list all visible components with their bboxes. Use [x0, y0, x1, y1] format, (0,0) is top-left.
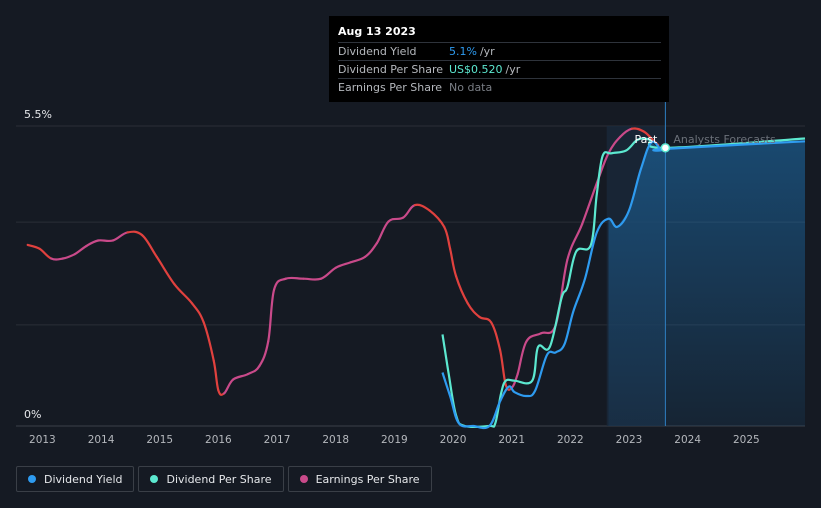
x-tick-label: 2014 — [88, 434, 115, 446]
tooltip-date: Aug 13 2023 — [338, 25, 416, 38]
legend-dot-icon — [150, 475, 159, 483]
earnings-line-segment — [319, 266, 337, 280]
tooltip-label: Dividend Per Share — [338, 63, 444, 76]
past-label: Past — [634, 133, 658, 146]
legend: Dividend Yield Dividend Per Share Earnin… — [16, 466, 432, 492]
tooltip-row-earnings-per-share: Earnings Per Share No data — [338, 78, 661, 96]
earnings-line-segment — [525, 332, 543, 343]
earnings-line-segment — [212, 359, 220, 392]
y-label-top: 5.5% — [24, 108, 52, 121]
earnings-line-segment — [302, 277, 323, 281]
earnings-line-segment — [273, 277, 287, 291]
x-tick-label: 2016 — [205, 434, 232, 446]
earnings-line-segment — [155, 255, 176, 286]
tooltip-value: US$0.520 — [449, 63, 503, 76]
tooltip-value: No data — [449, 81, 493, 94]
chart-labels: 5.5% 0% 2013 2014 2015 2016 2017 2018 2019 2020 20… — [24, 108, 776, 446]
forecast-label: Analysts Forecasts — [673, 133, 776, 146]
dividend-yield-line — [441, 140, 806, 430]
x-tick-label: 2013 — [29, 434, 56, 446]
x-tick-label: 2017 — [264, 434, 291, 446]
earnings-line-segment — [428, 209, 446, 228]
x-tick-label: 2024 — [674, 434, 701, 446]
tooltip-value: 5.1% — [449, 45, 477, 58]
earnings-line-segment — [466, 302, 481, 318]
earnings-line-segment — [111, 231, 129, 242]
earnings-line-segment — [231, 373, 249, 381]
tooltip-row-dividend-yield: Dividend Yield 5.1%/yr — [338, 42, 661, 60]
yield-area — [608, 141, 805, 427]
earnings-line-segment — [267, 288, 276, 343]
earnings-line-segment — [498, 348, 507, 387]
series-lines — [26, 127, 806, 430]
legend-label: Dividend Per Share — [166, 472, 272, 486]
earnings-line-segment — [190, 302, 205, 324]
earnings-line-segment — [202, 321, 215, 362]
earnings-line-segment — [516, 340, 528, 376]
x-tick-label: 2023 — [616, 434, 643, 446]
earnings-line-segment — [449, 247, 458, 278]
x-tick-label: 2018 — [322, 434, 349, 446]
x-tick-label: 2025 — [733, 434, 760, 446]
x-tick-label: 2015 — [146, 434, 173, 446]
earnings-line-segment — [26, 243, 41, 250]
legend-item-dividend-yield[interactable]: Dividend Yield — [16, 466, 135, 492]
x-tick-label: 2020 — [440, 434, 467, 446]
x-tick-label: 2019 — [381, 434, 408, 446]
earnings-line-segment — [73, 244, 88, 256]
earnings-line-segment — [50, 257, 64, 261]
earnings-line-segment — [258, 340, 270, 368]
earnings-line-segment — [126, 230, 144, 237]
x-tick-label: 2021 — [498, 434, 525, 446]
legend-dot-icon — [299, 475, 308, 483]
earnings-line-segment — [246, 364, 261, 376]
earnings-line-segment — [387, 216, 405, 223]
earnings-line-segment — [334, 261, 352, 269]
dividend-chart: 5.5% 0% 2013 2014 2015 2016 2017 2018 2019 2020 20… — [16, 100, 806, 446]
y-label-bottom: 0% — [24, 408, 41, 421]
legend-label: Earnings Per Share — [315, 472, 420, 486]
earnings-line-segment — [141, 234, 158, 258]
earnings-line-segment — [61, 253, 76, 260]
earnings-line-segment — [85, 239, 100, 248]
forecast-highlight — [606, 100, 805, 427]
tooltip-unit: /yr — [505, 63, 521, 76]
earnings-line-segment — [173, 283, 194, 305]
earnings-line-segment — [402, 204, 416, 219]
earnings-line-segment — [363, 242, 378, 258]
earnings-line-segment — [223, 378, 235, 395]
tooltip-label: Dividend Yield — [338, 45, 417, 58]
tooltip-label: Earnings Per Share — [338, 81, 443, 94]
earnings-line-segment — [284, 276, 305, 280]
earnings-line-segment — [566, 223, 584, 261]
earnings-line-segment — [375, 220, 390, 245]
earnings-line-segment — [490, 321, 502, 351]
earnings-line-segment — [581, 182, 598, 226]
earnings-line-segment — [607, 135, 622, 155]
tooltip-row-dividend-per-share: Dividend Per Share US$0.520/yr — [338, 60, 661, 78]
earnings-line-segment — [454, 274, 469, 305]
earnings-line-segment — [38, 247, 53, 260]
legend-item-dividend-per-share[interactable]: Dividend Per Share — [138, 466, 284, 492]
legend-label: Dividend Yield — [44, 472, 123, 486]
earnings-line-segment — [443, 225, 452, 250]
earnings-line-segment — [97, 239, 114, 243]
legend-item-earnings-per-share[interactable]: Earnings Per Share — [287, 466, 432, 492]
tooltip-unit: /yr — [479, 45, 495, 58]
earnings-line-segment — [413, 203, 431, 212]
x-tick-label: 2022 — [557, 434, 584, 446]
earnings-line-segment — [349, 255, 367, 264]
tooltip: Aug 13 2023 Dividend Yield 5.1%/yr Divid… — [329, 16, 669, 102]
earnings-line-segment — [478, 315, 493, 324]
today-marker-dot — [660, 143, 671, 153]
legend-dot-icon — [28, 475, 36, 483]
